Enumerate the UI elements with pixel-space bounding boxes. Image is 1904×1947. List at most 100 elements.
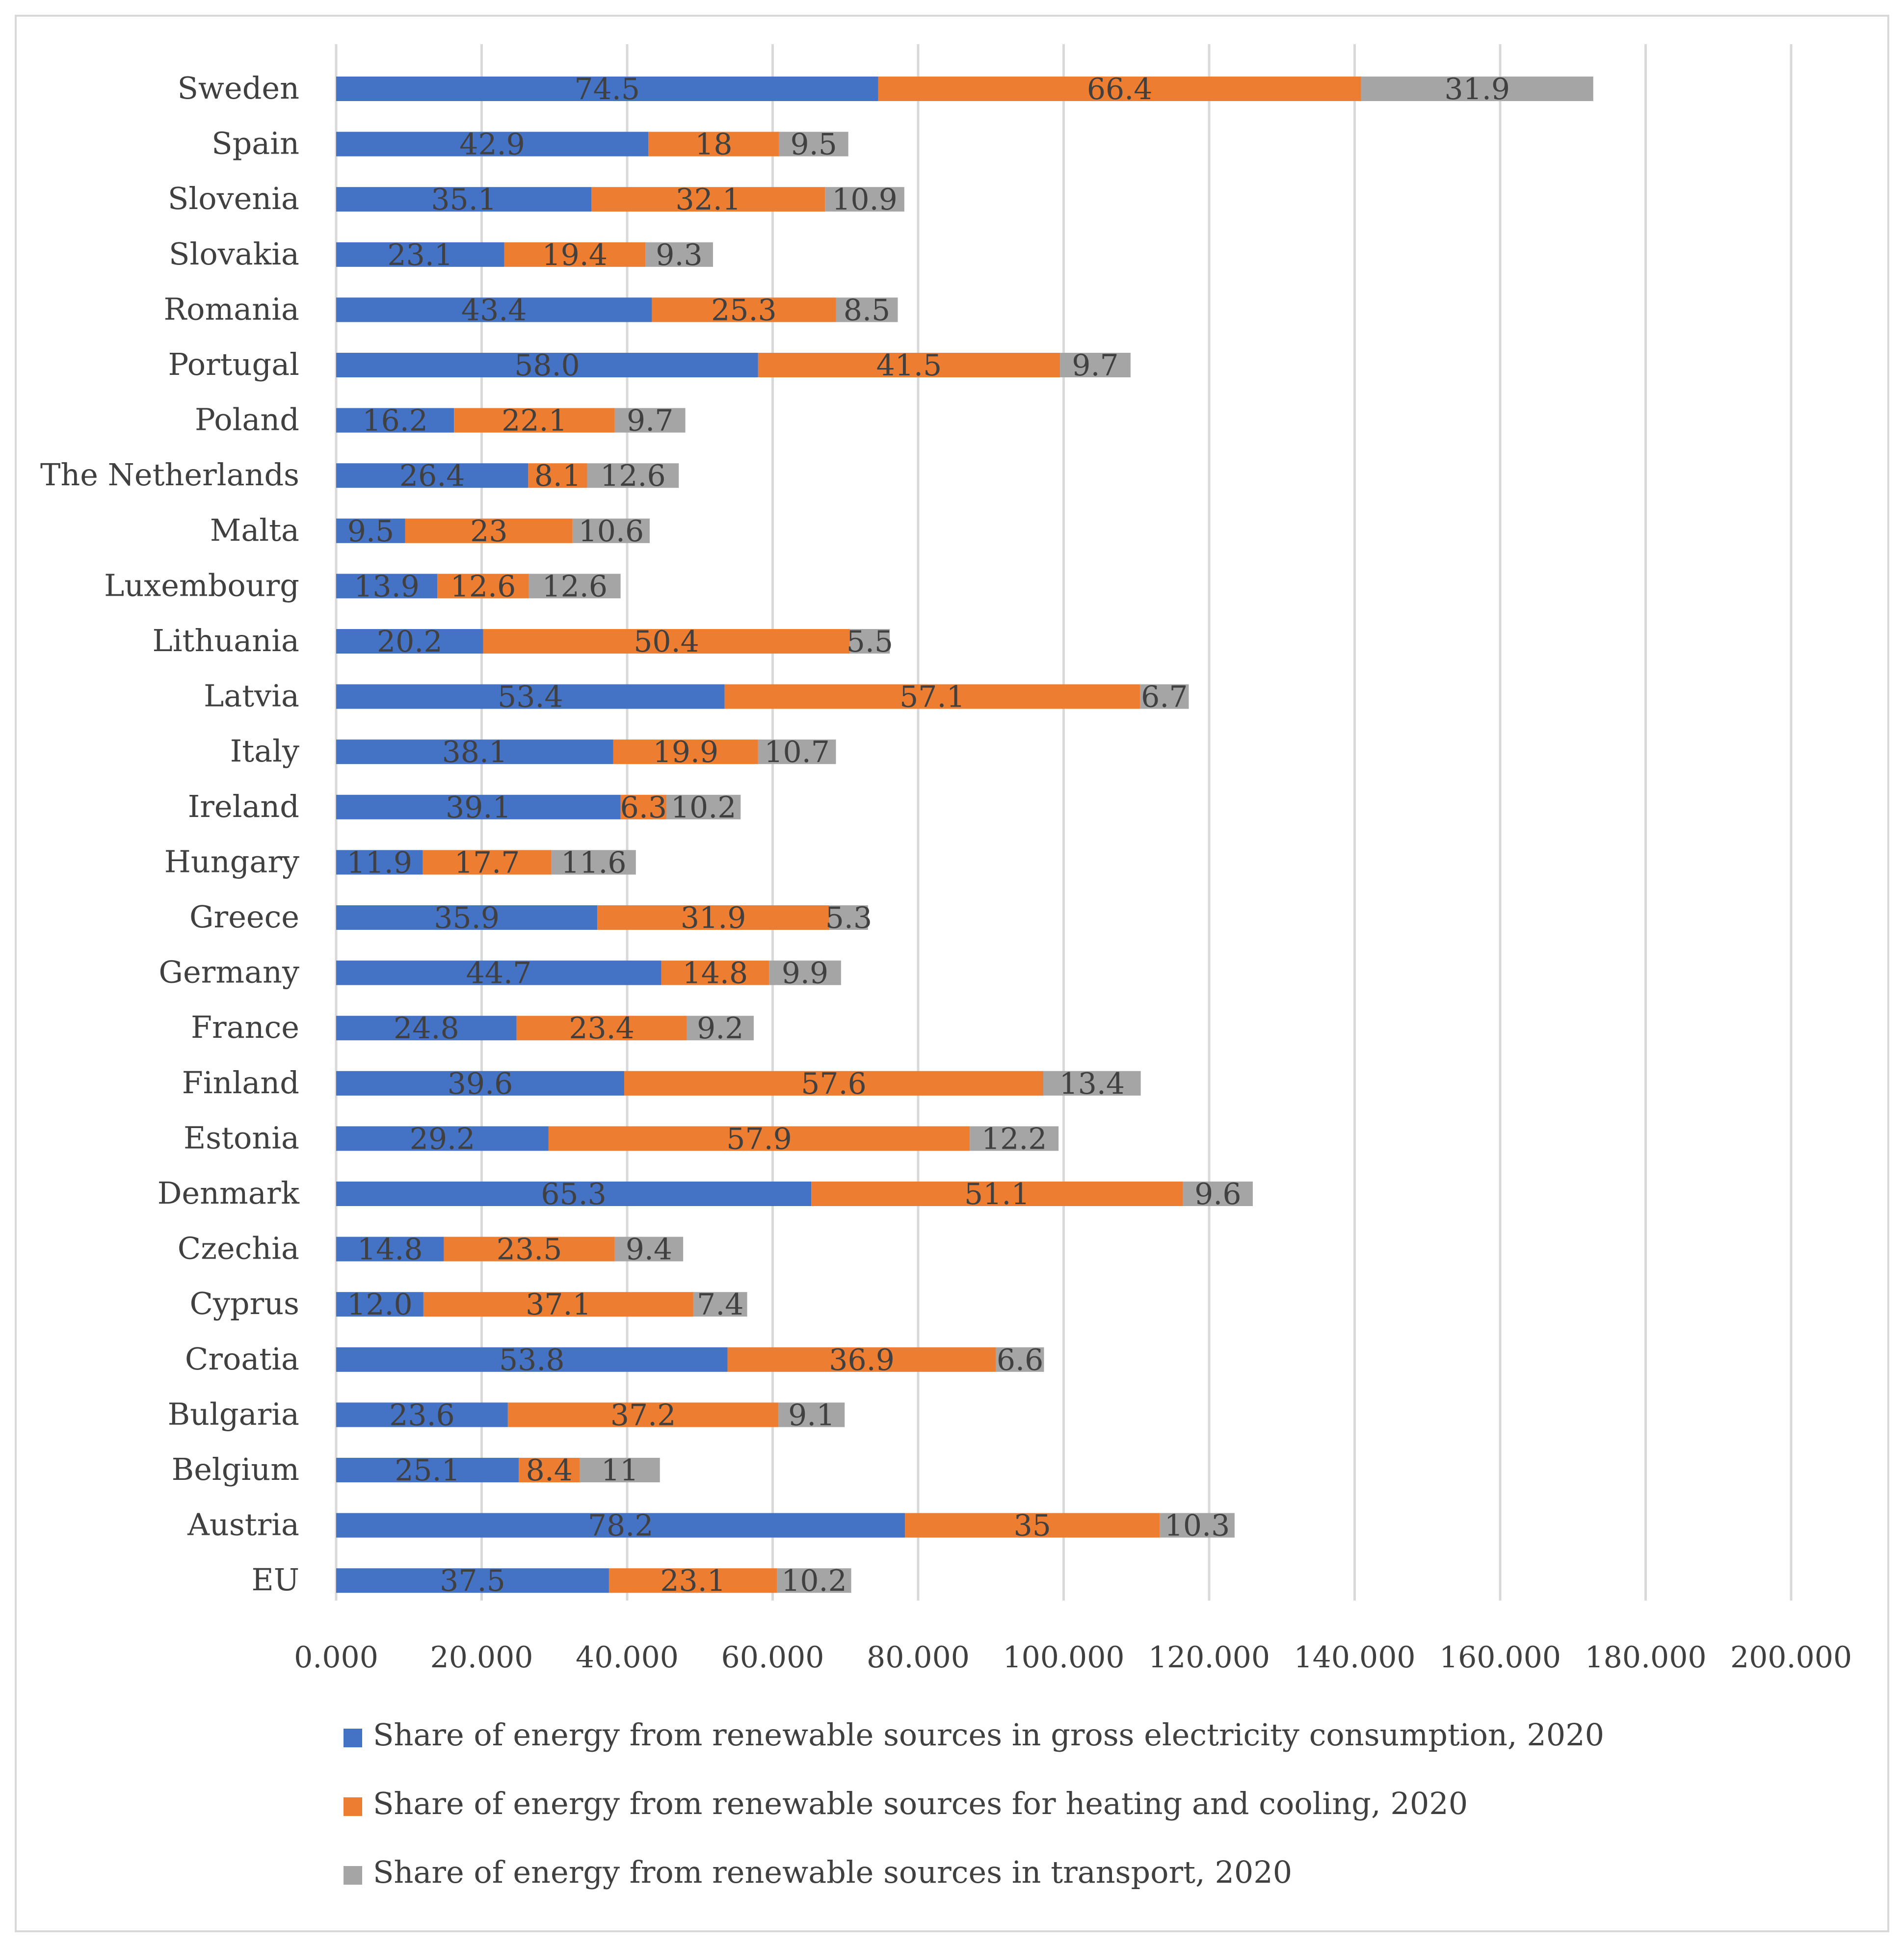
bar-segment-series-3 [1160, 1513, 1235, 1538]
data-label: 42.9 [459, 128, 525, 162]
legend-label: Share of energy from renewable sources i… [373, 1717, 1604, 1753]
data-label: 35 [1014, 1509, 1051, 1543]
data-label: 58.0 [514, 348, 580, 383]
category-label: Portugal [168, 346, 300, 382]
data-label: 57.9 [726, 1122, 792, 1156]
data-label: 13.4 [1059, 1067, 1125, 1101]
data-label: 10.7 [764, 735, 830, 769]
bar-segment-series-3 [779, 132, 848, 157]
x-tick-label: 160.000 [1439, 1640, 1561, 1675]
x-tick-label: 140.000 [1294, 1640, 1415, 1675]
bar-segment-series-3 [1361, 77, 1593, 101]
bar-segment-series-3 [769, 960, 841, 985]
x-tick-label: 20.000 [430, 1640, 533, 1675]
data-label: 19.4 [542, 238, 608, 272]
bar-segment-series-1 [336, 297, 652, 322]
bar-segment-series-1 [336, 242, 504, 267]
bar-segment-series-1 [336, 960, 661, 985]
category-label: Spain [212, 126, 299, 161]
bar-segment-series-3 [849, 629, 890, 654]
data-label: 24.8 [394, 1011, 459, 1046]
data-label: 6.6 [997, 1343, 1043, 1377]
bar-segment-series-1 [336, 1237, 444, 1262]
data-label: 35.1 [431, 183, 497, 217]
data-label: 29.2 [410, 1122, 476, 1156]
data-label: 5.3 [825, 901, 872, 935]
data-label: 11.9 [346, 845, 412, 880]
category-label: The Netherlands [40, 457, 299, 493]
data-label: 8.1 [534, 459, 581, 493]
data-label: 8.5 [844, 293, 890, 327]
category-label: Luxembourg [104, 567, 299, 603]
bar-segment-series-3 [758, 739, 836, 764]
data-label: 50.4 [634, 625, 699, 659]
bar-segment-series-2 [444, 1237, 615, 1262]
data-label: 23.1 [660, 1564, 726, 1598]
category-axis: Sweden Spain Slovenia Slovakia Romania Portug… [40, 70, 299, 1598]
category-label: Hungary [164, 843, 299, 879]
bar-segment-series-1 [336, 1513, 905, 1538]
bar-segment-series-3 [829, 905, 868, 930]
bar-segment-series-1 [336, 1568, 609, 1593]
category-label: Sweden [177, 70, 299, 106]
bar-segment-series-2 [454, 408, 615, 433]
bar-segment-series-1 [336, 1458, 519, 1482]
data-label: 11 [601, 1453, 638, 1488]
bar-segment-series-1 [336, 850, 423, 875]
data-label: 12.6 [542, 569, 608, 604]
bar-segment-series-2 [878, 77, 1361, 101]
bar-segment-series-2 [905, 1513, 1160, 1538]
data-label: 78.2 [588, 1509, 654, 1543]
data-label: 32.1 [676, 183, 741, 217]
data-label: 9.5 [791, 128, 837, 162]
legend-swatch [344, 1729, 362, 1747]
data-label: 44.7 [466, 956, 532, 991]
data-label: 22.1 [502, 404, 567, 438]
x-tick-label: 100.000 [1003, 1640, 1124, 1675]
bar-segment-series-2 [405, 518, 573, 543]
data-label: 53.4 [498, 680, 563, 714]
data-label: 37.5 [440, 1564, 505, 1598]
data-label: 57.1 [899, 680, 965, 714]
data-label: 74.5 [574, 72, 640, 106]
data-label: 9.9 [782, 956, 828, 991]
bar-segment-series-3 [529, 574, 621, 599]
data-label: 10.9 [832, 183, 898, 217]
bar-segment-series-2 [652, 297, 836, 322]
data-label: 12.6 [450, 569, 516, 604]
data-label: 23 [470, 514, 507, 549]
bar-segment-series-1 [336, 1402, 508, 1427]
x-tick-label: 180.000 [1585, 1640, 1706, 1675]
bar-segment-series-3 [1060, 353, 1131, 377]
data-label: 16.2 [362, 404, 428, 438]
data-label: 9.6 [1194, 1177, 1241, 1211]
category-label: EU [251, 1562, 299, 1598]
bar-segment-series-2 [528, 463, 587, 488]
data-label: 7.4 [697, 1288, 743, 1322]
category-label: Romania [164, 291, 300, 327]
category-label: Denmark [158, 1175, 300, 1211]
category-label: Finland [182, 1065, 299, 1101]
data-label: 18 [695, 128, 732, 162]
category-label: Czechia [178, 1231, 299, 1266]
data-label: 10.2 [781, 1564, 847, 1598]
x-tick-label: 60.000 [721, 1640, 824, 1675]
category-label: Germany [159, 954, 299, 990]
data-label: 37.1 [526, 1288, 591, 1322]
data-label: 23.5 [497, 1233, 562, 1267]
bar-segment-series-2 [758, 353, 1060, 377]
bar-segment-series-3 [572, 518, 650, 543]
data-label: 12.6 [600, 459, 666, 493]
bar-segment-series-1 [336, 794, 621, 819]
category-label: Slovakia [169, 236, 299, 272]
bar-segment-series-2 [507, 1402, 779, 1427]
value-axis: 0.000 20.000 40.000 60.000 80.000 100.000 120.… [294, 1640, 1852, 1675]
bar-segment-series-3 [614, 408, 686, 433]
bar-segment-series-1 [336, 684, 725, 709]
bar-segment-series-1 [336, 1292, 423, 1317]
data-label: 10.6 [579, 514, 644, 549]
data-label: 12.0 [347, 1288, 413, 1322]
bar-segment-series-1 [336, 353, 758, 377]
category-label: Belgium [172, 1451, 299, 1487]
data-label: 31.9 [1445, 72, 1510, 106]
